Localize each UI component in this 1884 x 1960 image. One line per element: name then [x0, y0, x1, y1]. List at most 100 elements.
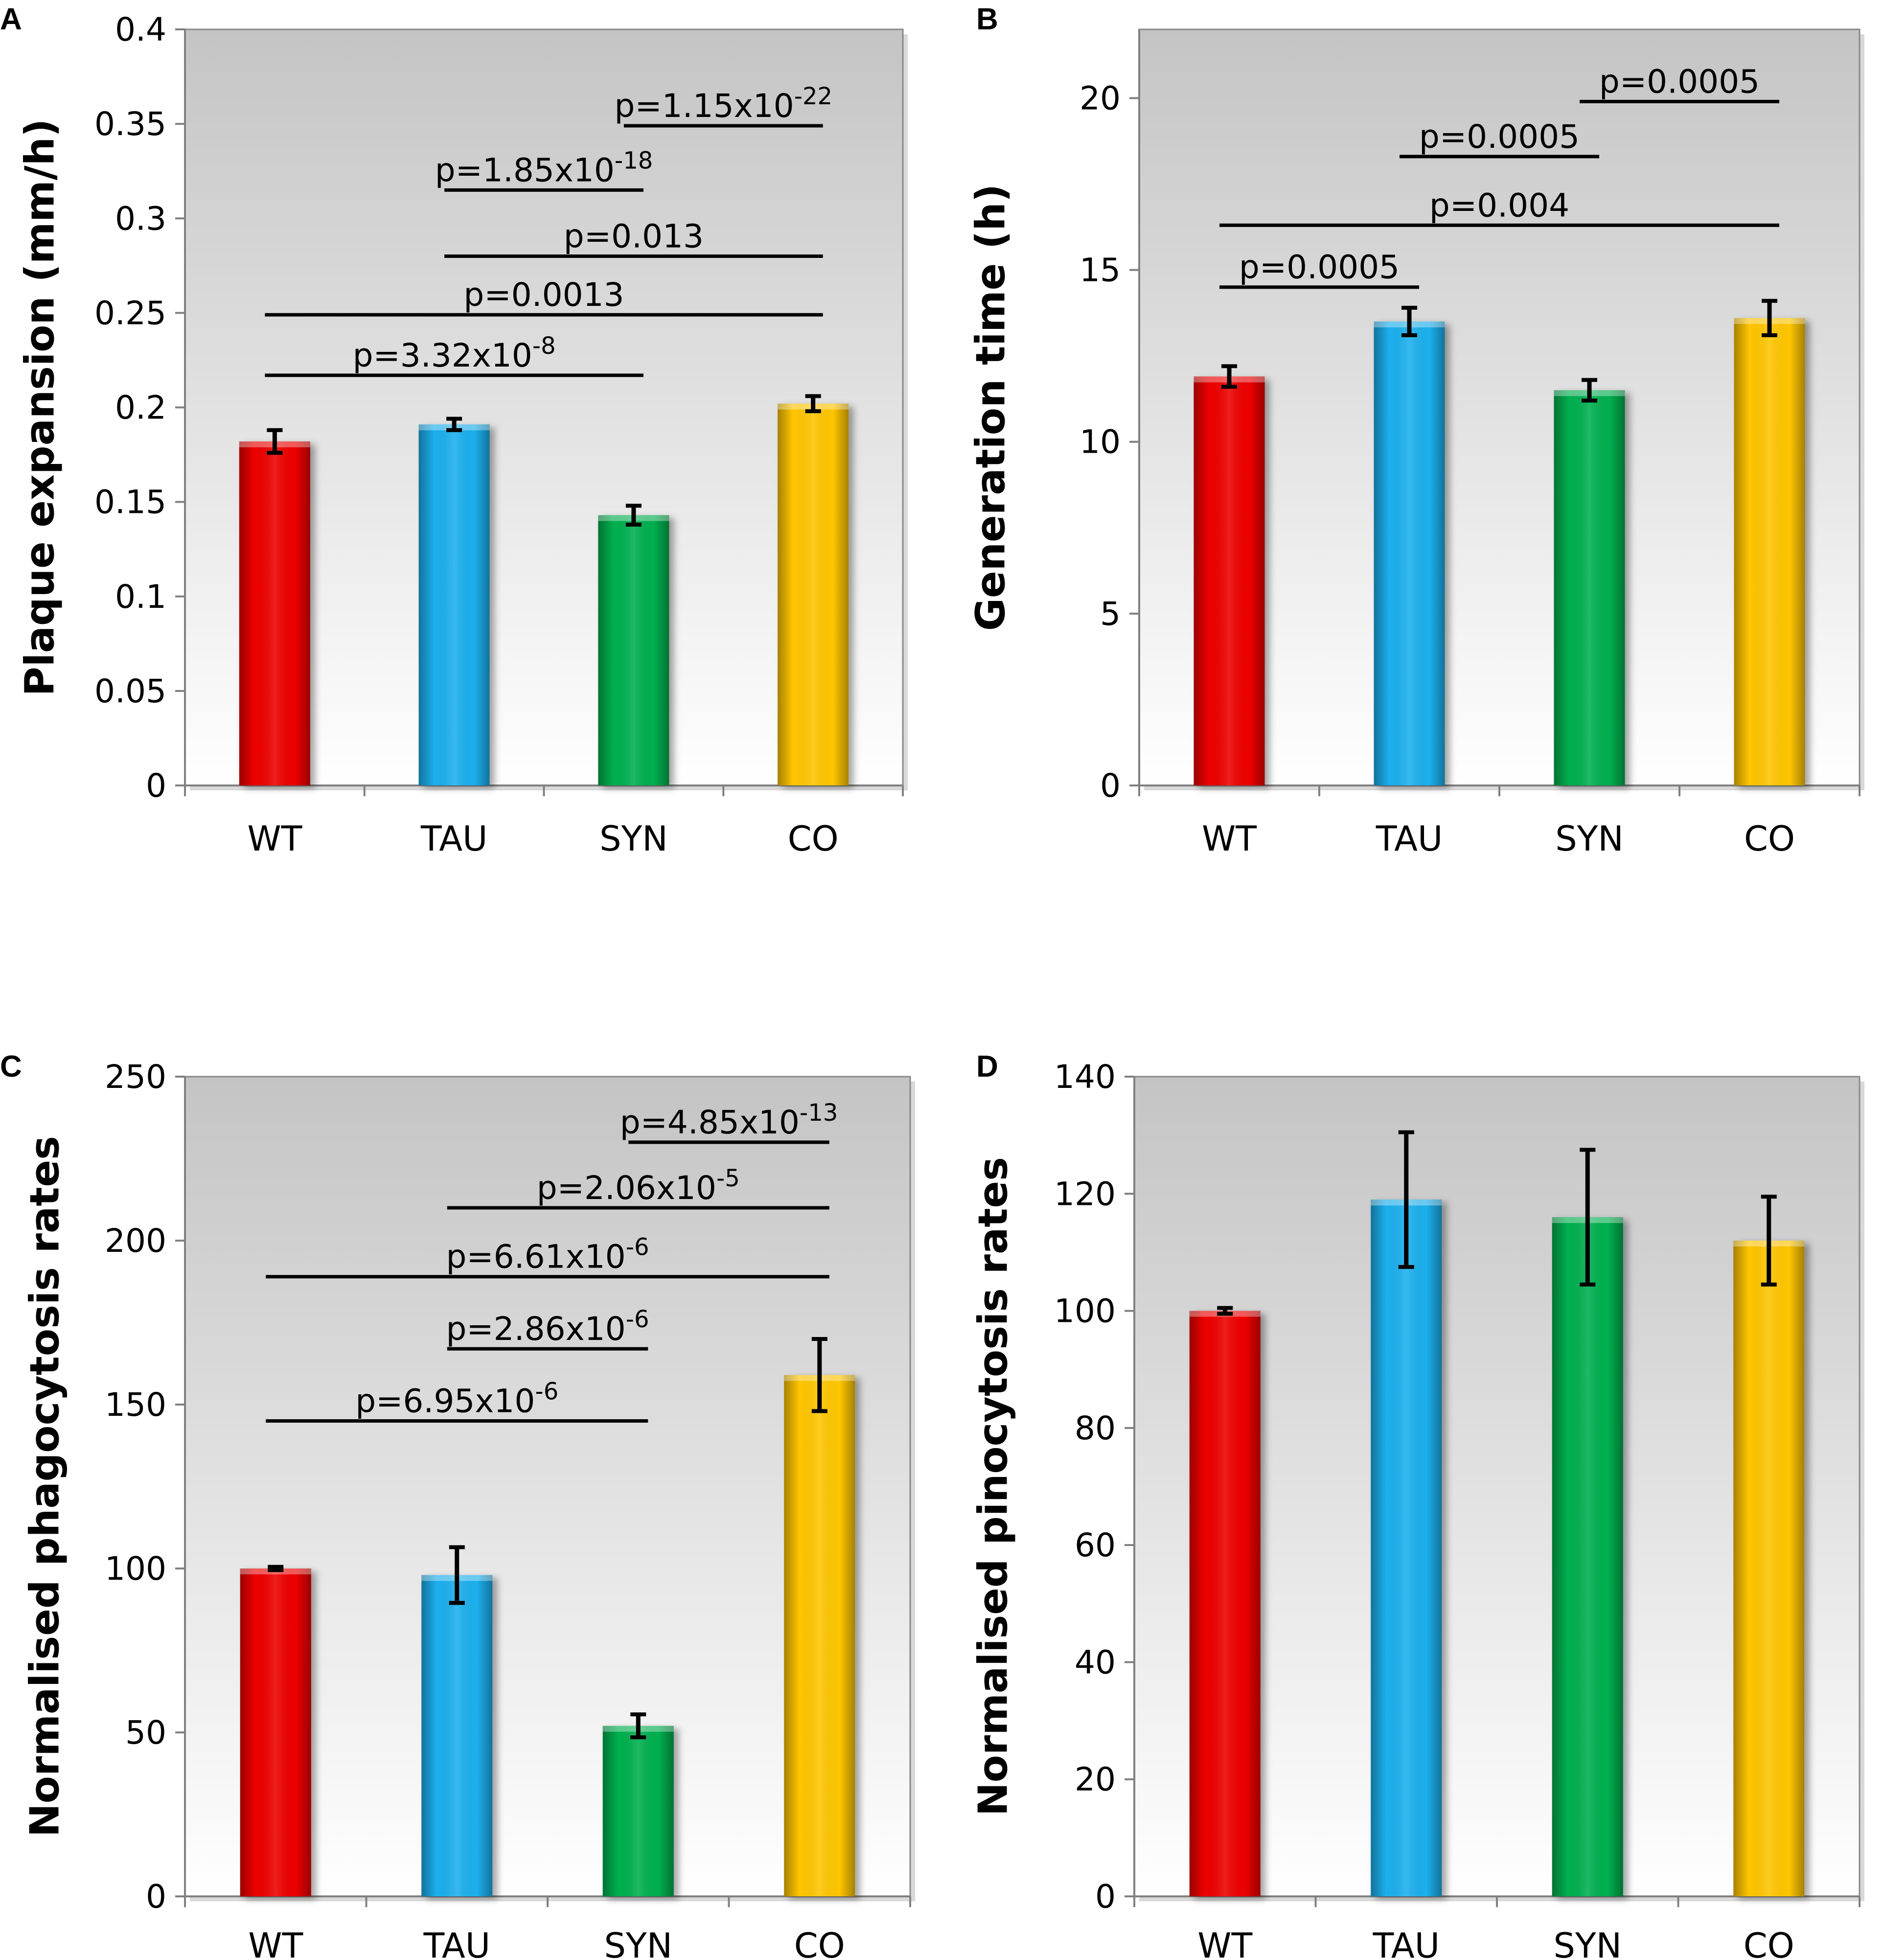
p-value-label: p=3.32x10-8 — [353, 332, 556, 374]
bar-bevel — [1554, 390, 1625, 785]
x-category-label: SYN — [1553, 1926, 1622, 1960]
p-value-label: p=1.85x10-18 — [435, 147, 653, 189]
x-category-label: TAU — [423, 1926, 490, 1960]
bar-group-tau — [421, 1545, 493, 1896]
x-category-label: SYN — [1555, 819, 1624, 859]
y-tick-label: 150 — [105, 1386, 166, 1424]
y-tick-label: 0.35 — [94, 105, 166, 143]
y-tick-label: 0.3 — [115, 200, 166, 237]
bar-group-tau — [1371, 1130, 1442, 1896]
y-tick-label: 0 — [146, 1878, 166, 1915]
bar-bevel — [1374, 321, 1445, 785]
bar-group-tau — [1374, 305, 1445, 785]
y-tick-label: 100 — [1054, 1292, 1116, 1330]
significance-bracket: p=6.61x10-6 — [266, 1234, 829, 1279]
significance-bracket: p=0.013 — [444, 218, 823, 258]
bar-group-wt — [239, 428, 310, 785]
bar-group-co — [1734, 299, 1805, 785]
y-tick-label: 0 — [1095, 1878, 1116, 1915]
significance-bracket: p=1.15x10-22 — [614, 83, 832, 128]
panel-letter: B — [976, 2, 998, 36]
bar-bevel — [784, 1375, 855, 1896]
y-tick-label: 140 — [1054, 1058, 1116, 1096]
y-tick-label: 100 — [105, 1550, 166, 1588]
y-tick-label: 20 — [1080, 79, 1121, 117]
p-value-label: p=0.0013 — [463, 276, 624, 314]
bar-bevel — [1552, 1217, 1623, 1896]
bar-group-wt — [1194, 364, 1265, 785]
y-tick-label: 120 — [1054, 1175, 1116, 1213]
significance-bracket: p=0.0013 — [265, 276, 823, 317]
bar-bevel — [418, 424, 490, 785]
bar-group-wt — [1189, 1306, 1261, 1896]
y-tick-label: 80 — [1075, 1409, 1116, 1447]
y-tick-label: 0 — [146, 767, 166, 805]
x-category-label: CO — [788, 819, 839, 859]
significance-bracket: p=2.86x10-6 — [446, 1306, 649, 1351]
bar-bevel — [1734, 318, 1805, 785]
bar-group-wt — [240, 1565, 311, 1896]
panel-letter: D — [976, 1050, 998, 1084]
p-value-label: p=2.06x10-5 — [537, 1165, 740, 1207]
y-tick-label: 0.1 — [115, 578, 166, 616]
y-tick-label: 0.4 — [115, 11, 166, 48]
p-value-label: p=6.95x10-6 — [355, 1378, 558, 1420]
x-category-label: WT — [1202, 819, 1257, 859]
significance-bracket: p=2.06x10-5 — [447, 1165, 829, 1210]
p-value-label: p=0.0005 — [1239, 249, 1400, 286]
y-tick-label: 15 — [1080, 252, 1121, 289]
x-category-label: CO — [1744, 819, 1795, 859]
p-value-label: p=4.85x10-13 — [620, 1099, 838, 1141]
bar-bevel — [239, 441, 310, 785]
bar-group-tau — [418, 416, 490, 785]
panel-letter: A — [0, 2, 22, 36]
significance-bracket: p=4.85x10-13 — [620, 1099, 838, 1144]
x-category-label: CO — [1744, 1926, 1794, 1960]
x-category-label: TAU — [1376, 819, 1443, 859]
p-value-label: p=2.86x10-6 — [446, 1306, 649, 1348]
y-tick-label: 50 — [125, 1714, 166, 1752]
x-category-label: WT — [247, 819, 302, 859]
y-tick-label: 0 — [1100, 767, 1121, 805]
panel-a: A 0 0.05 0.1 0.15 0.2 0.25 0.3 0.35 0.4 Plaque exp… — [0, 2, 908, 859]
bar-bevel — [1194, 376, 1265, 785]
x-category-label: WT — [1197, 1926, 1252, 1960]
panel-c: C 0 50 100 150 200 250 Normalised phagocytosis … — [0, 1050, 915, 1960]
y-tick-label: 0.2 — [115, 389, 166, 427]
significance-bracket: p=0.004 — [1219, 186, 1779, 227]
bar-bevel — [1371, 1199, 1442, 1896]
x-category-label: SYN — [604, 1926, 672, 1960]
y-axis-label: Normalised phagocytosis rates — [22, 1136, 69, 1837]
bar-bevel — [602, 1726, 674, 1896]
y-tick-label: 0.15 — [94, 484, 166, 521]
bar-bevel — [598, 515, 669, 785]
x-category-label: SYN — [599, 819, 668, 859]
significance-bracket: p=1.85x10-18 — [435, 147, 653, 192]
p-value-label: p=0.0005 — [1599, 63, 1760, 100]
y-tick-label: 0.25 — [94, 294, 166, 332]
bar-group-syn — [1552, 1148, 1623, 1896]
bar-bevel — [778, 403, 849, 785]
x-category-label: CO — [794, 1926, 845, 1960]
x-category-label: TAU — [420, 819, 487, 859]
bar-bevel — [1189, 1311, 1261, 1896]
p-value-label: p=6.61x10-6 — [446, 1234, 649, 1276]
bar-group-syn — [602, 1712, 674, 1896]
y-axis-label: Generation time (h) — [968, 184, 1014, 631]
p-value-label: p=0.013 — [564, 218, 704, 255]
p-value-label: p=0.0005 — [1419, 118, 1580, 156]
p-value-label: p=0.004 — [1429, 186, 1569, 224]
bar-bevel — [240, 1568, 311, 1896]
x-category-label: WT — [248, 1926, 303, 1960]
y-axis-label: Plaque expansion (mm/h) — [17, 118, 64, 696]
panel-b: B 0 5 10 15 20 Generation time (h) WT TAU SYN CO p=… — [968, 2, 1864, 859]
significance-bracket: p=6.95x10-6 — [266, 1378, 648, 1423]
y-tick-label: 40 — [1075, 1643, 1116, 1681]
x-category-label: TAU — [1373, 1926, 1440, 1960]
y-tick-label: 20 — [1075, 1761, 1116, 1799]
significance-bracket: p=0.0005 — [1400, 118, 1599, 159]
bar-bevel — [421, 1575, 493, 1896]
panel-d: D 0 20 40 60 80 100 120 140 Normalised pinocytosi… — [970, 1050, 1864, 1960]
y-tick-label: 5 — [1100, 595, 1121, 633]
